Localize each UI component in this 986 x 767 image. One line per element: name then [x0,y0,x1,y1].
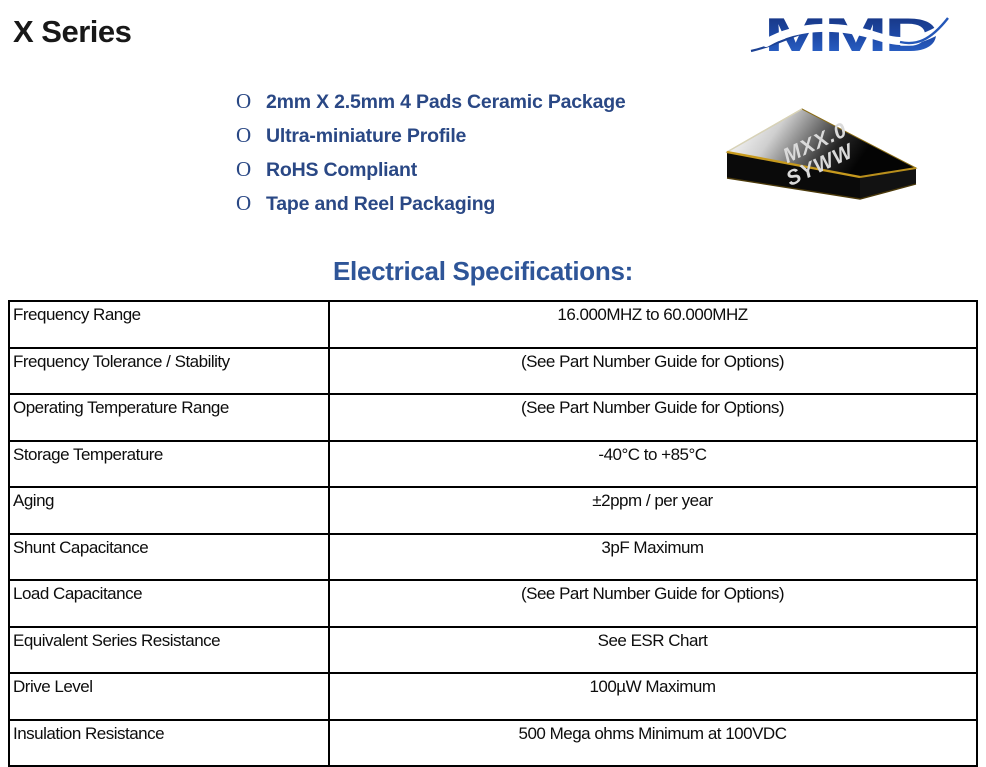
spec-label: Operating Temperature Range [8,393,330,442]
circle-bullet-icon: O [236,157,252,181]
table-row: Frequency Range 16.000MHZ to 60.000MHZ [8,300,978,349]
feature-text: RoHS Compliant [266,159,418,181]
spec-value: -40°C to +85°C [328,439,978,488]
spec-label: Load Capacitance [8,579,330,628]
feature-text: Ultra-miniature Profile [266,125,467,147]
table-row: Drive Level 100µW Maximum [8,672,978,721]
table-row: Operating Temperature Range (See Part Nu… [8,393,978,442]
spec-value: See ESR Chart [328,625,978,674]
spec-table: Frequency Range 16.000MHZ to 60.000MHZ F… [8,300,978,767]
spec-value: 500 Mega ohms Minimum at 100VDC [328,718,978,767]
table-row: Equivalent Series Resistance See ESR Cha… [8,625,978,674]
package-front-side [727,152,860,199]
spec-label: Shunt Capacitance [8,532,330,581]
mmd-logo-graphic: MMD [750,8,949,61]
spec-label: Frequency Tolerance / Stability [8,346,330,395]
feature-list: O 2mm X 2.5mm 4 Pads Ceramic Package O U… [236,89,626,225]
feature-item: O 2mm X 2.5mm 4 Pads Ceramic Package [236,89,626,113]
spec-value: 16.000MHZ to 60.000MHZ [328,300,978,349]
spec-label: Storage Temperature [8,439,330,488]
circle-bullet-icon: O [236,123,252,147]
section-heading: Electrical Specifications: [333,256,633,286]
mmd-logo: MMD [750,6,950,61]
feature-item: O Ultra-miniature Profile [236,123,626,147]
spec-label: Frequency Range [8,300,330,349]
feature-text: Tape and Reel Packaging [266,193,496,215]
page-title: X Series [13,14,132,49]
table-row: Aging ±2ppm / per year [8,486,978,535]
logo-swoosh-left [750,32,801,53]
table-row: Shunt Capacitance 3pF Maximum [8,532,978,581]
spec-label: Insulation Resistance [8,718,330,767]
spec-label: Drive Level [8,672,330,721]
spec-value: 100µW Maximum [328,672,978,721]
table-row: Insulation Resistance 500 Mega ohms Mini… [8,718,978,767]
product-photo: MXX.0 SYWW [718,105,924,211]
spec-value: ±2ppm / per year [328,486,978,535]
package-front-gold-edge [726,150,861,179]
feature-item: O RoHS Compliant [236,157,626,181]
ceramic-package-graphic: MXX.0 SYWW [724,108,918,200]
package-back-edge [726,108,803,153]
spec-label: Aging [8,486,330,535]
table-row: Frequency Tolerance / Stability (See Par… [8,346,978,395]
feature-text: 2mm X 2.5mm 4 Pads Ceramic Package [266,91,626,113]
table-row: Load Capacitance (See Part Number Guide … [8,579,978,628]
circle-bullet-icon: O [236,191,252,215]
spec-label: Equivalent Series Resistance [8,625,330,674]
table-row: Storage Temperature -40°C to +85°C [8,439,978,488]
spec-value: (See Part Number Guide for Options) [328,346,978,395]
circle-bullet-icon: O [236,89,252,113]
spec-value: 3pF Maximum [328,532,978,581]
logo-swoosh-right [899,17,949,45]
package-right-gold-edge [859,167,917,178]
logo-swoosh-band [762,23,941,47]
spec-value: (See Part Number Guide for Options) [328,393,978,442]
feature-item: O Tape and Reel Packaging [236,191,626,215]
spec-value: (See Part Number Guide for Options) [328,579,978,628]
